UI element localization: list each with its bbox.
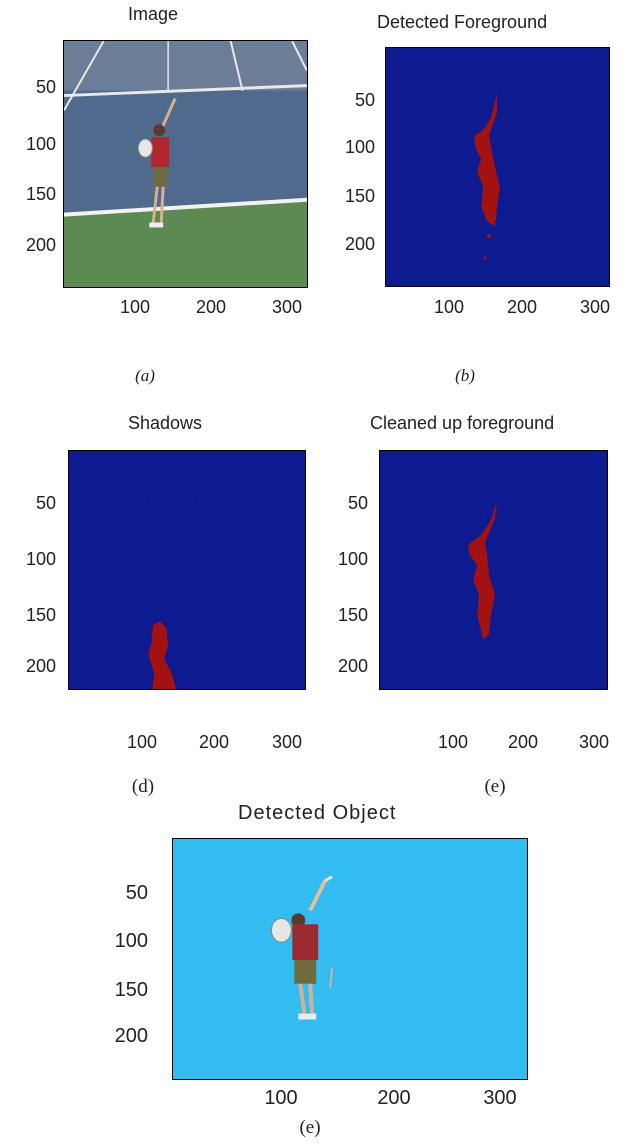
foreground-mask xyxy=(386,48,609,286)
panel-f-xtick: 300 xyxy=(483,1087,517,1109)
panel-a-title: Image xyxy=(128,4,179,24)
panel-a-caption: (a) xyxy=(135,366,155,385)
panel-b-ytick: 200 xyxy=(344,234,375,254)
panel-b-image xyxy=(385,47,610,287)
panel-d-ytick: 50 xyxy=(35,493,56,513)
tennis-court-image xyxy=(64,41,307,287)
panel-a-ytick: 150 xyxy=(25,184,56,204)
panel-b-xtick: 200 xyxy=(506,297,538,317)
panel-e-image xyxy=(379,450,608,690)
panel-e-xtick: 100 xyxy=(437,732,469,752)
panel-e-xtick: 200 xyxy=(507,732,539,752)
panel-d-title: Shadows xyxy=(128,413,203,433)
panel-d-ytick: 150 xyxy=(25,605,56,625)
panel-a-xtick: 100 xyxy=(119,297,151,317)
cleaned-foreground-mask xyxy=(380,451,607,689)
panel-f-ytick: 200 xyxy=(114,1025,148,1047)
panel-a-xtick: 200 xyxy=(195,297,227,317)
panel-b-ytick: 100 xyxy=(344,137,375,157)
panel-a-ytick: 100 xyxy=(25,134,56,154)
panel-e-xtick: 300 xyxy=(578,732,610,752)
panel-e-ytick: 150 xyxy=(337,605,368,625)
panel-f-xtick: 200 xyxy=(377,1087,411,1109)
panel-a-xtick: 300 xyxy=(271,297,303,317)
panel-f-title: Detected Object xyxy=(238,802,397,824)
panel-b-ytick: 150 xyxy=(344,186,375,206)
panel-d-xtick: 200 xyxy=(198,732,230,752)
panel-b-title: Detected Foreground xyxy=(377,12,548,32)
panel-d-ytick: 200 xyxy=(25,656,56,676)
panel-e-ytick: 200 xyxy=(337,656,368,676)
panel-e-title: Cleaned up foreground xyxy=(370,413,555,433)
panel-b-ytick: 50 xyxy=(354,90,375,110)
panel-d-image xyxy=(68,450,306,690)
panel-f-image xyxy=(172,838,528,1080)
panel-a-image xyxy=(63,40,308,288)
panel-b-xtick: 300 xyxy=(579,297,611,317)
panel-d-caption: (d) xyxy=(131,776,155,797)
panel-e-caption: (e) xyxy=(484,776,506,797)
panel-d-xtick: 300 xyxy=(271,732,303,752)
panel-f-ytick: 150 xyxy=(114,979,148,1001)
panel-a-ytick: 200 xyxy=(25,235,56,255)
panel-b-caption: (b) xyxy=(455,366,475,385)
panel-d-xtick: 100 xyxy=(126,732,158,752)
panel-f-xtick: 100 xyxy=(264,1087,298,1109)
panel-b-xtick: 100 xyxy=(433,297,465,317)
panel-a-ytick: 50 xyxy=(35,77,56,97)
detected-object-image xyxy=(173,839,527,1079)
panel-f-ytick: 50 xyxy=(125,882,148,904)
shadow-mask xyxy=(69,451,305,689)
panel-f-ytick: 100 xyxy=(114,930,148,952)
panel-f-caption: (e) xyxy=(299,1117,321,1138)
panel-e-ytick: 50 xyxy=(347,493,368,513)
panel-e-ytick: 100 xyxy=(337,549,368,569)
panel-d-ytick: 100 xyxy=(25,549,56,569)
